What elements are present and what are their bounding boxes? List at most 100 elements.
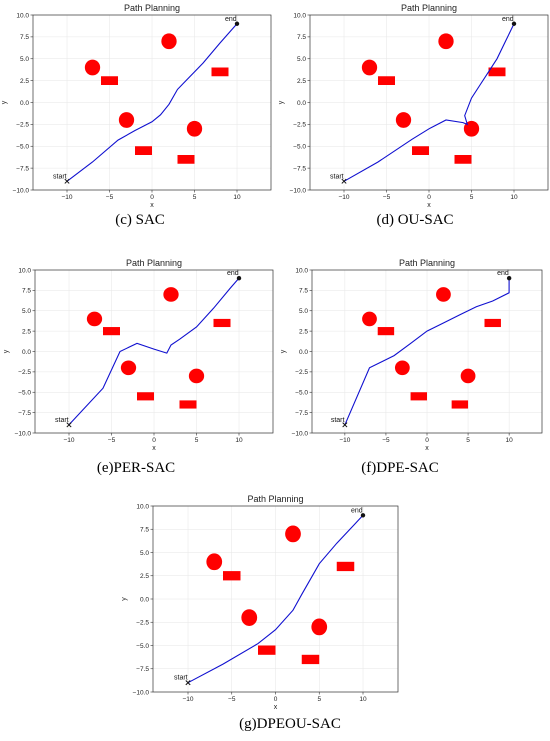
y-tick-label: −10.0 [292,430,309,437]
chart-panel-d: Path Planning start end −10 −5 0 5 10 −10.0 −7.5 −… [275,0,550,240]
caption-d: (d) OU-SAC [376,212,454,228]
y-tick-label: −5.0 [16,144,29,151]
start-marker [342,422,348,428]
y-tick-label: −10.0 [290,187,307,194]
obstacle-circle [186,120,203,137]
obstacle-rect [103,327,120,336]
y-axis-label: y [280,349,287,353]
obstacle-circle [395,112,412,128]
obstacle-circle [438,33,454,50]
obstacle-circle [362,311,377,327]
end-label: end [225,16,237,23]
x-tick-label: 10 [235,437,243,444]
x-tick-label: 10 [506,437,514,444]
y-tick-label: 7.5 [20,34,29,41]
y-tick-label: 2.5 [297,78,306,85]
obstacle-circle [460,368,476,384]
y-tick-label: −2.5 [16,122,29,129]
x-tick-label: 5 [193,194,197,201]
caption-f: (f)DPE-SAC [361,460,439,476]
obstacle-circle [161,33,177,50]
obstacle-circle [86,311,103,327]
x-tick-label: 0 [274,696,278,703]
x-axis-label: x [427,202,431,209]
obstacle-rect [258,645,276,655]
series-path [68,277,240,426]
end-label: end [351,507,363,514]
chart-title: Path Planning [401,3,457,13]
start-label: start [330,173,344,180]
x-tick-label: −10 [339,437,350,444]
y-tick-label: 10.0 [16,12,29,19]
y-axis-label: y [121,597,128,601]
end-marker [506,275,512,281]
obstacle-rect [137,392,154,401]
y-tick-label: 5.0 [20,56,29,63]
y-tick-label: 0.0 [299,349,308,356]
chart-svg-f: Path Planning start end −10 −5 0 5 10 −10.0 −7.5 −… [280,258,543,452]
x-tick-label: −10 [338,194,349,201]
y-tick-label: −7.5 [295,410,308,417]
end-marker [511,21,517,26]
y-tick-label: −7.5 [16,165,29,172]
x-tick-label: −5 [382,437,390,444]
chart-title: Path Planning [247,494,303,504]
x-tick-label: 10 [233,194,241,201]
chart-panel-c: Path Planning start end −10 −5 0 5 10 −10.0 −7.5 −… [0,0,275,240]
obstacle-circle [188,368,205,384]
obstacle-circle [241,609,258,626]
x-axis-label: x [274,704,278,711]
x-tick-label: −10 [63,437,74,444]
x-axis-label: x [425,445,429,452]
y-tick-label: −2.5 [18,369,31,376]
y-tick-label: −10.0 [13,187,30,194]
x-tick-label: 10 [510,194,518,201]
chart-panel-g: Path Planning start end −10 −5 0 5 10 −10.0 −7.5 −… [115,488,415,741]
x-tick-label: 5 [317,696,321,703]
obstacle-rect [177,155,195,164]
obstacle-circle [118,112,135,128]
series-path [344,278,510,426]
y-tick-label: −7.5 [136,666,149,673]
obstacle-circle [311,618,328,636]
y-tick-label: 5.0 [299,308,308,315]
x-axis-label: x [152,445,156,452]
x-tick-label: 5 [470,194,474,201]
y-tick-label: 7.5 [297,34,306,41]
start-marker [66,422,72,428]
end-marker [234,21,240,26]
y-tick-label: 0.0 [22,349,31,356]
obstacle-circle [394,360,410,376]
y-tick-label: 0.0 [20,100,29,107]
y-axis-label: y [278,100,285,104]
y-tick-label: 10.0 [295,267,308,274]
y-tick-label: 7.5 [299,288,308,295]
start-label: start [331,417,345,424]
y-tick-label: −2.5 [136,620,149,627]
y-tick-label: 2.5 [140,573,149,580]
y-tick-label: 10.0 [293,12,306,19]
series-path [343,23,515,182]
obstacle-rect [378,76,395,85]
start-label: start [174,675,188,682]
y-axis-label: y [1,100,8,104]
x-tick-label: −5 [228,696,236,703]
y-tick-label: 2.5 [20,78,29,85]
obstacle-circle [120,360,137,376]
start-marker [64,178,70,184]
chart-svg-e: Path Planning start end −10 −5 0 5 10 −10.0 −7.5 −… [3,258,274,452]
obstacle-rect [377,327,395,336]
chart-svg-g: Path Planning start end −10 −5 0 5 10 −10.0 −7.5 −… [121,494,399,711]
y-tick-label: 2.5 [22,328,31,335]
x-tick-label: 0 [150,194,154,201]
x-tick-label: 0 [425,437,429,444]
obstacle-circle [206,553,223,571]
chart-panel-e: Path Planning start end −10 −5 0 5 10 −10.0 −7.5 −… [0,255,275,480]
series-path [187,514,364,684]
x-tick-label: 0 [427,194,431,201]
obstacle-circle [84,59,101,76]
obstacle-circle [163,287,179,302]
y-tick-label: −5.0 [18,390,31,397]
start-marker [341,178,347,184]
x-tick-label: 0 [152,437,156,444]
